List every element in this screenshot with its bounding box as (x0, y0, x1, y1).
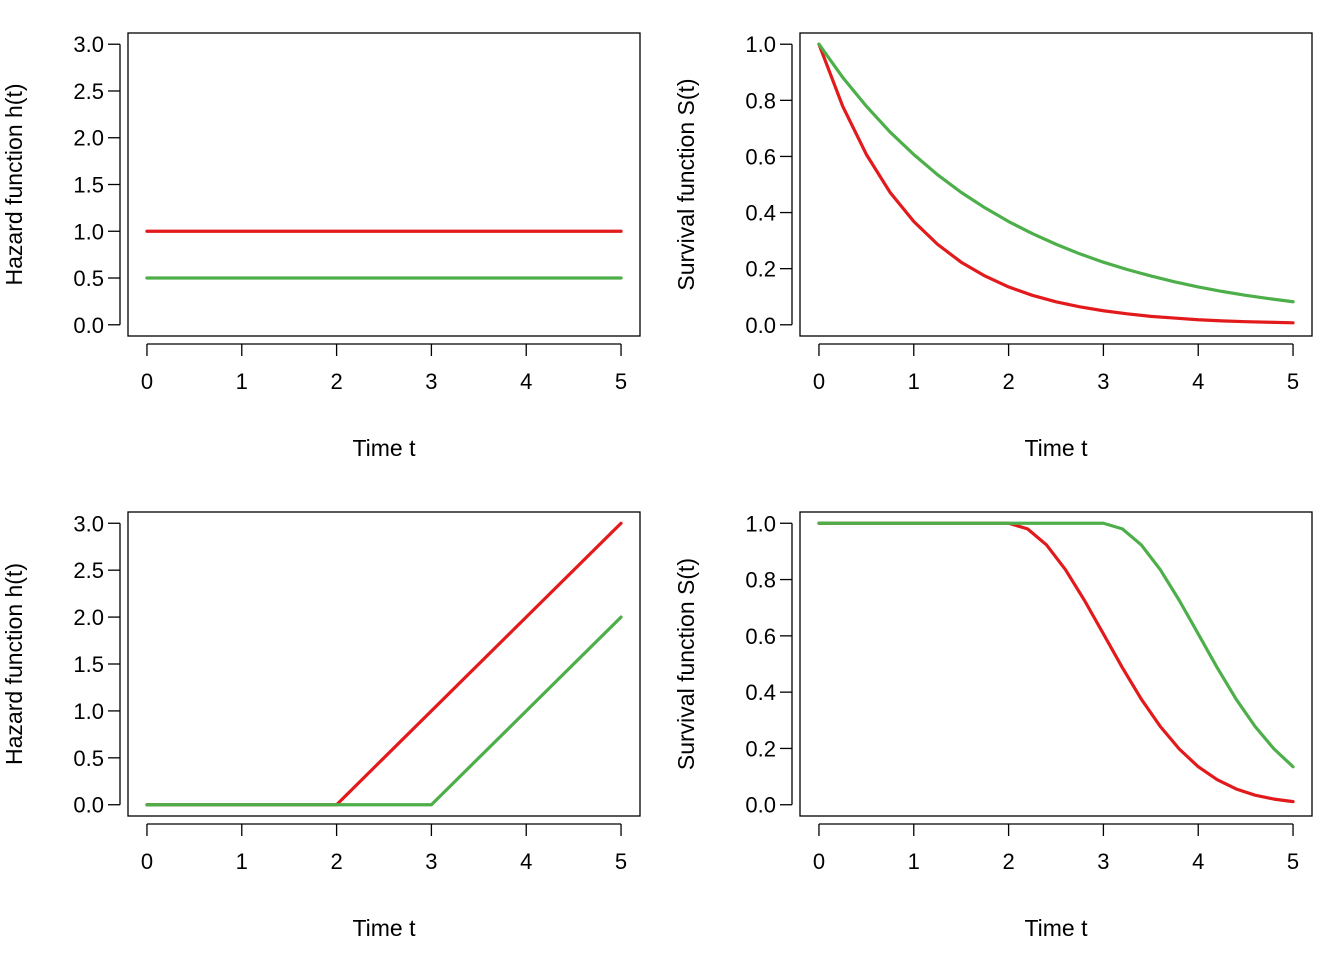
x-tick-label: 0 (141, 369, 153, 394)
x-axis-title: Time t (1024, 435, 1088, 461)
plot-box (799, 32, 1313, 337)
y-tick-label: 2.5 (73, 79, 104, 104)
y-tick-label: 1.0 (745, 511, 776, 536)
plot-box (127, 32, 641, 337)
y-tick-label: 2.0 (73, 126, 104, 151)
series-line-1 (145, 521, 623, 807)
x-tick-label: 2 (330, 849, 342, 874)
x-tick-label: 5 (615, 369, 627, 394)
x-tick-label: 2 (330, 369, 342, 394)
panel-2: 0 1 2 3 4 5 0.0 0.2 0.4 0.6 0.8 1.0 Time t Survival f… (673, 32, 1313, 461)
x-tick-label: 0 (813, 849, 825, 874)
y-tick-label: 0.0 (73, 793, 104, 818)
y-tick-label: 1.5 (73, 173, 104, 198)
y-tick-label: 3.0 (73, 511, 104, 536)
x-tick-label: 1 (236, 849, 248, 874)
x-tick-label: 4 (1192, 849, 1204, 874)
y-tick-label: 2.5 (73, 558, 104, 583)
y-axis-title: Survival function S(t) (673, 78, 699, 290)
y-tick-label: 0.4 (745, 680, 776, 705)
y-tick-label: 0.5 (73, 746, 104, 771)
x-tick-label: 3 (1097, 369, 1109, 394)
y-tick-label: 1.0 (73, 699, 104, 724)
x-tick-label: 1 (236, 369, 248, 394)
panel-1: 0 1 2 3 4 5 0.0 0.5 1.0 1.5 2.0 2.5 3.0 Time t Hazard … (1, 32, 641, 461)
series-line-2 (817, 42, 1295, 304)
y-tick-label: 1.5 (73, 652, 104, 677)
x-axis-title: Time t (352, 435, 416, 461)
x-tick-label: 3 (1097, 849, 1109, 874)
y-tick-label: 0.8 (745, 568, 776, 593)
x-tick-label: 1 (908, 369, 920, 394)
y-tick-label: 3.0 (73, 32, 104, 57)
x-tick-label: 5 (1287, 849, 1299, 874)
x-tick-label: 0 (813, 369, 825, 394)
y-tick-label: 0.2 (745, 257, 776, 282)
panel-4: 0 1 2 3 4 5 0.0 0.2 0.4 0.6 0.8 1.0 Time t Survival f… (673, 511, 1313, 941)
y-tick-label: 2.0 (73, 605, 104, 630)
x-tick-label: 3 (425, 849, 437, 874)
y-tick-label: 0.0 (745, 793, 776, 818)
y-tick-label: 1.0 (73, 219, 104, 244)
x-tick-label: 3 (425, 369, 437, 394)
y-tick-label: 0.2 (745, 736, 776, 761)
y-axis-title: Survival function S(t) (673, 558, 699, 770)
x-tick-label: 0 (141, 849, 153, 874)
x-axis-title: Time t (352, 915, 416, 941)
panel-3: 0 1 2 3 4 5 0.0 0.5 1.0 1.5 2.0 2.5 3.0 Time t Hazard … (1, 511, 641, 941)
x-axis-title: Time t (1024, 915, 1088, 941)
series-line-2 (145, 615, 623, 807)
y-tick-label: 0.5 (73, 266, 104, 291)
y-tick-label: 0.0 (745, 313, 776, 338)
y-tick-label: 0.6 (745, 144, 776, 169)
plot-box (799, 511, 1313, 817)
x-tick-label: 5 (1287, 369, 1299, 394)
x-tick-label: 4 (520, 849, 532, 874)
series-line-1 (817, 42, 1295, 325)
x-tick-label: 4 (520, 369, 532, 394)
series-line-1 (817, 521, 1295, 804)
plot-box (127, 511, 641, 817)
series-line-2 (817, 521, 1295, 769)
y-axis-title: Hazard function h(t) (1, 563, 27, 765)
x-tick-label: 1 (908, 849, 920, 874)
y-tick-label: 0.6 (745, 624, 776, 649)
y-tick-label: 0.0 (73, 313, 104, 338)
y-tick-label: 1.0 (745, 32, 776, 57)
x-tick-label: 5 (615, 849, 627, 874)
y-tick-label: 0.8 (745, 88, 776, 113)
x-tick-label: 4 (1192, 369, 1204, 394)
y-tick-label: 0.4 (745, 201, 776, 226)
y-axis-title: Hazard function h(t) (1, 84, 27, 286)
x-tick-label: 2 (1002, 369, 1014, 394)
x-tick-label: 2 (1002, 849, 1014, 874)
